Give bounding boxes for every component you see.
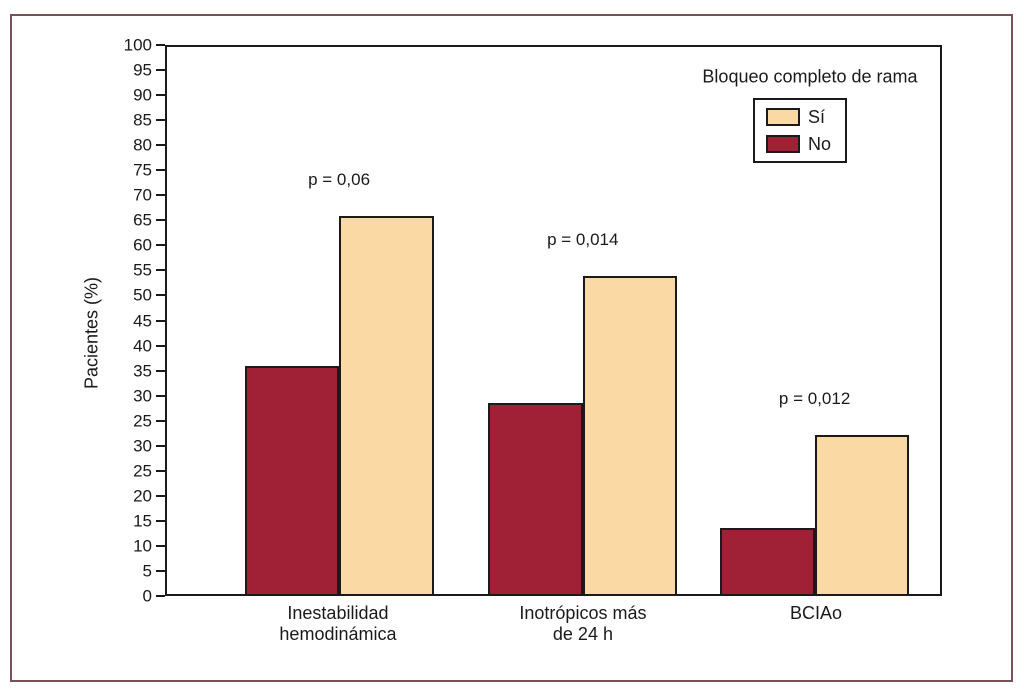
y-tick-mark-14: [156, 394, 165, 397]
y-tick-label-8: 60: [133, 235, 152, 255]
y-tick-mark-18: [156, 494, 165, 497]
y-tick-mark-15: [156, 419, 165, 422]
y-tick-label-2: 90: [133, 85, 152, 105]
y-tick-label-12: 40: [133, 336, 152, 356]
y-tick-mark-12: [156, 344, 165, 347]
y-tick-label-16: 30: [133, 436, 152, 456]
legend-label-no: No: [808, 133, 832, 154]
y-tick-label-11: 45: [133, 311, 152, 330]
x-category-label-bciao: BCIAo: [789, 603, 842, 623]
y-axis-tick-marks: [156, 44, 165, 597]
legend-swatch-no: [766, 134, 800, 153]
legend-box: Sí No: [753, 98, 847, 163]
x-category-label-inotro-picos-ma-s-de-24-h: Inotrópicos más de 24 h: [519, 603, 647, 644]
y-tick-label-1: 95: [133, 60, 152, 80]
bar-si-bciao: [814, 435, 910, 594]
y-tick-mark-19: [156, 519, 165, 522]
legend-item-no: No: [766, 133, 845, 154]
y-tick-label-17: 25: [133, 461, 152, 481]
bar-si-inotro-picos-ma-s-de-24-h: [582, 276, 678, 594]
y-tick-mark-20: [156, 544, 165, 547]
y-tick-mark-3: [156, 119, 165, 122]
y-tick-label-21: 5: [142, 561, 152, 581]
p-value-annotation-inotro-picos-ma-s-de-24-h: p = 0,014: [547, 230, 619, 250]
y-tick-label-7: 65: [133, 210, 152, 230]
y-tick-mark-4: [156, 144, 165, 147]
x-axis-category-labels: Inestabilidad hemodinámica Inotrópicos más…: [165, 603, 942, 663]
y-tick-label-14: 30: [133, 386, 152, 406]
y-tick-label-19: 15: [133, 511, 152, 531]
bar-si-inestabilidad-hemodina-mica: [339, 216, 434, 594]
y-tick-mark-6: [156, 194, 165, 197]
y-tick-label-4: 80: [133, 135, 152, 155]
y-tick-mark-17: [156, 469, 165, 472]
p-value-annotation-bciao: p = 0,012: [778, 389, 851, 409]
bar-no-bciao: [720, 528, 815, 594]
y-tick-label-18: 20: [133, 486, 152, 506]
y-tick-label-13: 35: [133, 361, 152, 381]
y-tick-label-0: 100: [123, 35, 152, 55]
y-tick-label-6: 70: [133, 185, 152, 205]
x-category-label-inestabilidad-hemodina-mica: Inestabilidad hemodinámica: [279, 603, 397, 644]
y-axis-title: Pacientes (%): [81, 276, 102, 390]
y-tick-mark-13: [156, 369, 165, 372]
p-value-annotation-inestabilidad-hemodina-mica: p = 0,06: [308, 170, 371, 190]
y-axis-tick-labels: 100 95 90 85 80 75 70 65 60 55 50 45 40 35 30 25 30 25 20 1…: [88, 37, 152, 605]
y-tick-mark-0: [156, 44, 165, 46]
y-tick-label-22: 0: [142, 586, 152, 606]
y-tick-label-10: 50: [133, 285, 152, 305]
legend-title: Bloqueo completo de rama: [702, 66, 918, 87]
y-tick-mark-11: [156, 319, 165, 322]
y-tick-mark-5: [156, 169, 165, 172]
y-tick-mark-1: [156, 69, 165, 72]
legend-label-si: Sí: [808, 107, 826, 128]
y-tick-mark-7: [156, 219, 165, 222]
legend-item-si: Sí: [766, 107, 845, 128]
y-tick-label-5: 75: [133, 160, 152, 180]
y-tick-mark-10: [156, 294, 165, 297]
y-tick-mark-8: [156, 244, 165, 247]
y-tick-mark-22: [156, 595, 165, 597]
y-tick-label-15: 25: [133, 411, 152, 431]
y-tick-label-20: 10: [133, 536, 152, 556]
bar-no-inestabilidad-hemodina-mica: [244, 366, 340, 594]
y-tick-mark-9: [156, 269, 165, 272]
y-tick-mark-2: [156, 94, 165, 97]
bar-no-inotro-picos-ma-s-de-24-h: [488, 402, 583, 594]
plot-area: p = 0,06 p = 0,014 p = 0,012: [165, 45, 942, 596]
y-tick-mark-21: [156, 569, 165, 572]
y-tick-label-3: 85: [133, 110, 152, 130]
y-tick-label-9: 55: [133, 260, 152, 280]
legend-swatch-si: [766, 108, 800, 127]
y-tick-mark-16: [156, 444, 165, 447]
